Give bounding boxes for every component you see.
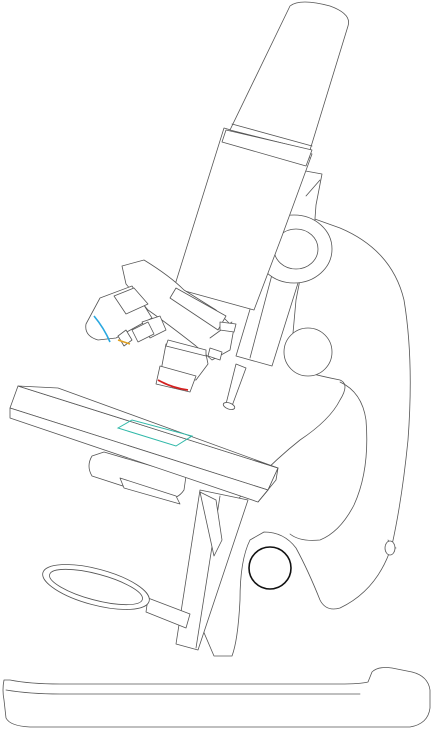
objective-high-power — [155, 339, 209, 393]
adjustment-screw — [222, 363, 247, 410]
nosepiece — [121, 259, 235, 361]
fine-focus-knob — [248, 546, 292, 590]
objective-low-power — [85, 285, 153, 347]
nosepiece-screw — [207, 321, 237, 361]
condenser — [88, 451, 187, 505]
glass-slide — [116, 419, 194, 447]
coarse-focus-knob — [283, 327, 333, 377]
objective-medium-power — [131, 315, 167, 343]
mirror — [42, 564, 191, 629]
eyepiece-tube — [221, 1, 349, 167]
base — [2, 667, 431, 728]
arm — [189, 217, 411, 657]
stage — [9, 385, 279, 503]
pillar — [175, 489, 249, 651]
